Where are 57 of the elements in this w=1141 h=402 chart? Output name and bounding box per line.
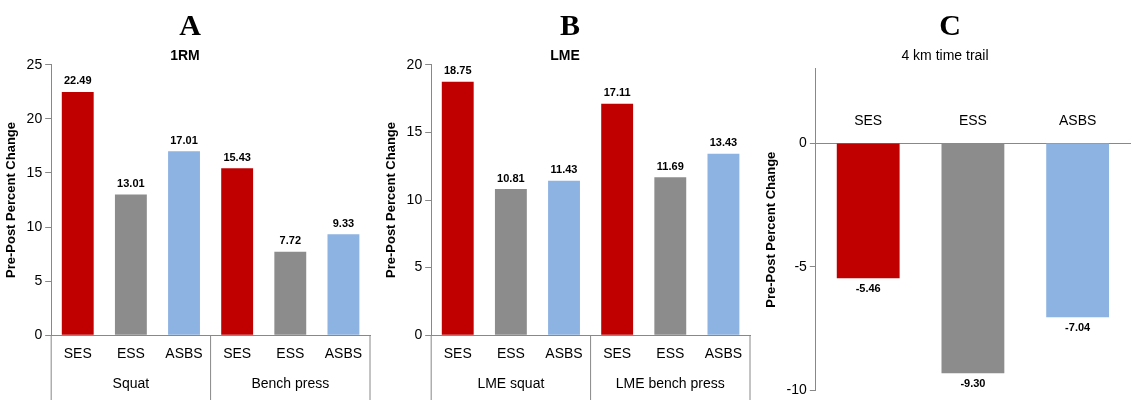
chart-subtitle: LME [550, 47, 580, 64]
chart-title: C [938, 7, 962, 43]
x-tick-label: ASBS [165, 345, 203, 362]
y-tick-label: 15 [406, 123, 423, 140]
x-tick-label: ESS [116, 345, 145, 362]
text: Squat [112, 374, 150, 391]
x-tick-label: ESS [276, 345, 305, 362]
x-tick-label: ASBS [324, 345, 363, 362]
x-tick-label: SES [603, 345, 632, 362]
chart-title: B [559, 7, 581, 43]
y-tick-label: 0 [799, 133, 808, 150]
y-tick-label: 10 [26, 217, 43, 234]
y-tick-label: 25 [26, 55, 43, 72]
y-tick-label: -10 [786, 381, 808, 398]
data-label: 18.75 [443, 64, 472, 77]
x-tick-label: ASBS [1058, 111, 1097, 128]
data-label: -7.04 [1065, 320, 1092, 333]
data-label: 10.81 [497, 171, 525, 184]
x-tick-label: SES [63, 345, 92, 362]
y-axis-title: Pre-Post Percent Change [3, 121, 19, 279]
chart-subtitle: 4 km time trail [901, 47, 989, 64]
data-label: 15.43 [223, 150, 251, 163]
y-axis-title: Pre-Post Percent Change [763, 151, 779, 308]
text: Bench press [251, 374, 330, 391]
text: LME squat [477, 374, 545, 391]
data-label: 11.69 [656, 159, 684, 172]
x-tick-label: SES [443, 345, 472, 362]
data-label: 7.72 [279, 234, 301, 247]
y-tick-label: 5 [34, 271, 43, 288]
x-tick-label: ASBS [704, 345, 743, 362]
data-label: 11.43 [550, 163, 578, 176]
y-tick-label: 10 [406, 190, 423, 207]
y-axis-title: Pre-Post Percent Change [383, 121, 399, 279]
text: LME bench press [615, 374, 725, 391]
data-label: -9.30 [960, 376, 986, 389]
y-tick-label: -5 [794, 257, 808, 274]
x-tick-label: SES [223, 345, 252, 362]
x-tick-label: ASBS [545, 345, 583, 362]
data-label: 13.43 [709, 136, 738, 149]
data-label: 17.11 [603, 86, 631, 99]
data-label: 13.01 [117, 177, 145, 190]
x-tick-label: ESS [656, 345, 685, 362]
y-tick-label: 20 [406, 55, 423, 72]
x-tick-label: ESS [958, 111, 987, 128]
chart-title: A [178, 7, 202, 43]
y-tick-label: 0 [414, 326, 423, 343]
y-tick-label: 0 [34, 326, 43, 343]
y-tick-label: 20 [26, 109, 43, 126]
data-label: 17.01 [170, 133, 198, 146]
y-tick-label: 15 [26, 163, 43, 180]
data-label: 9.33 [332, 216, 355, 229]
x-tick-label: SES [854, 111, 883, 128]
y-tick-label: 5 [414, 258, 423, 275]
data-label: 22.49 [63, 74, 92, 87]
x-tick-label: ESS [496, 345, 525, 362]
chart-subtitle: 1RM [170, 47, 200, 64]
data-label: -5.46 [855, 281, 881, 294]
